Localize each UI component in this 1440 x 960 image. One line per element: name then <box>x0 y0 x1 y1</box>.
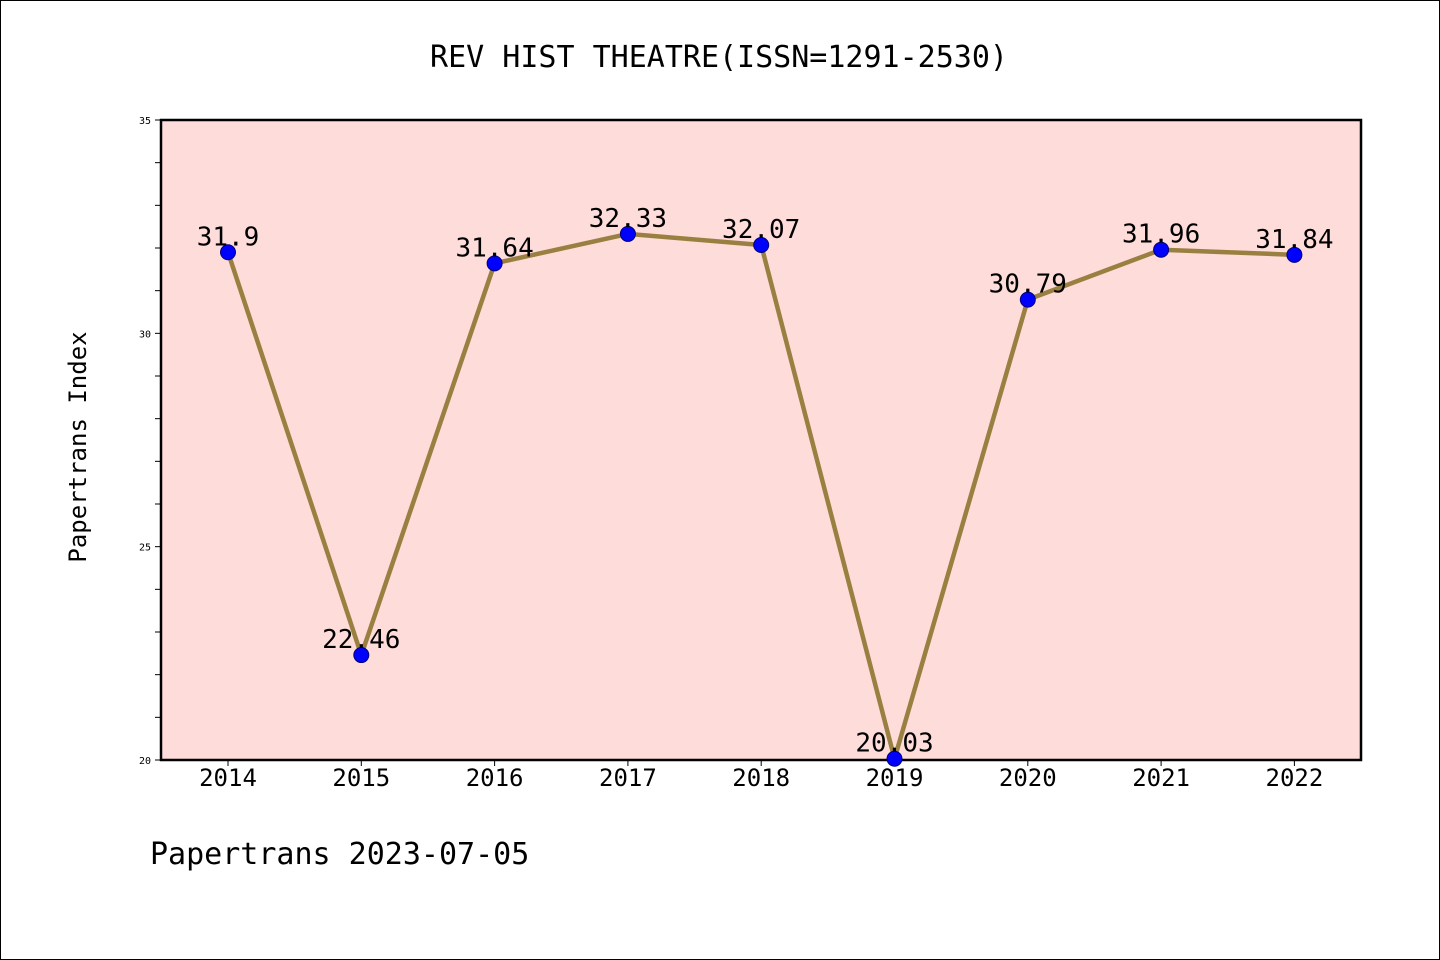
data-point <box>753 237 770 254</box>
x-tick-label: 2016 <box>466 764 524 792</box>
x-tick-label: 2019 <box>866 764 924 792</box>
data-label: 32.33 <box>589 204 667 234</box>
footer-date: Papertrans 2023-07-05 <box>150 837 529 872</box>
data-point <box>1019 291 1036 308</box>
series <box>220 225 1303 767</box>
data-label: 22.46 <box>322 625 400 655</box>
data-label: 31.96 <box>1122 220 1200 250</box>
data-point <box>1286 246 1303 263</box>
x-tick-label: 2014 <box>199 764 257 792</box>
data-label: 31.84 <box>1255 225 1333 255</box>
data-label: 31.9 <box>197 222 260 252</box>
x-tick-label: 2021 <box>1132 764 1190 792</box>
data-point <box>486 255 503 272</box>
x-axis: 2014 2015 2016 2017 2018 2019 2020 2021 2022 <box>199 760 1323 792</box>
x-tick-label: 2018 <box>732 764 790 792</box>
y-tick-label: 30 <box>139 329 151 340</box>
data-labels: 31.9 22.46 31.64 32.33 32.07 20.03 30.79 31.96 3… <box>197 204 1334 759</box>
y-tick-label: 25 <box>139 543 151 554</box>
chart-title: REV HIST THEATRE(ISSN=1291-2530) <box>430 40 1008 75</box>
y-axis: 20 25 30 35 <box>139 116 161 767</box>
y-tick-label: 20 <box>139 756 151 767</box>
x-tick-label: 2017 <box>599 764 657 792</box>
data-label: 31.64 <box>455 233 533 263</box>
x-tick-label: 2015 <box>332 764 390 792</box>
data-point <box>886 750 903 767</box>
data-point <box>220 244 236 261</box>
data-point <box>619 225 636 242</box>
data-label: 20.03 <box>855 729 933 759</box>
x-tick-label: 2020 <box>999 764 1057 792</box>
data-label: 32.07 <box>722 215 800 245</box>
y-axis-title: Papertrans Index <box>64 331 92 562</box>
x-tick-label: 2022 <box>1266 764 1324 792</box>
data-point <box>1153 241 1170 258</box>
y-tick-label: 35 <box>139 116 151 127</box>
data-label: 30.79 <box>989 270 1067 300</box>
data-point <box>353 647 370 664</box>
